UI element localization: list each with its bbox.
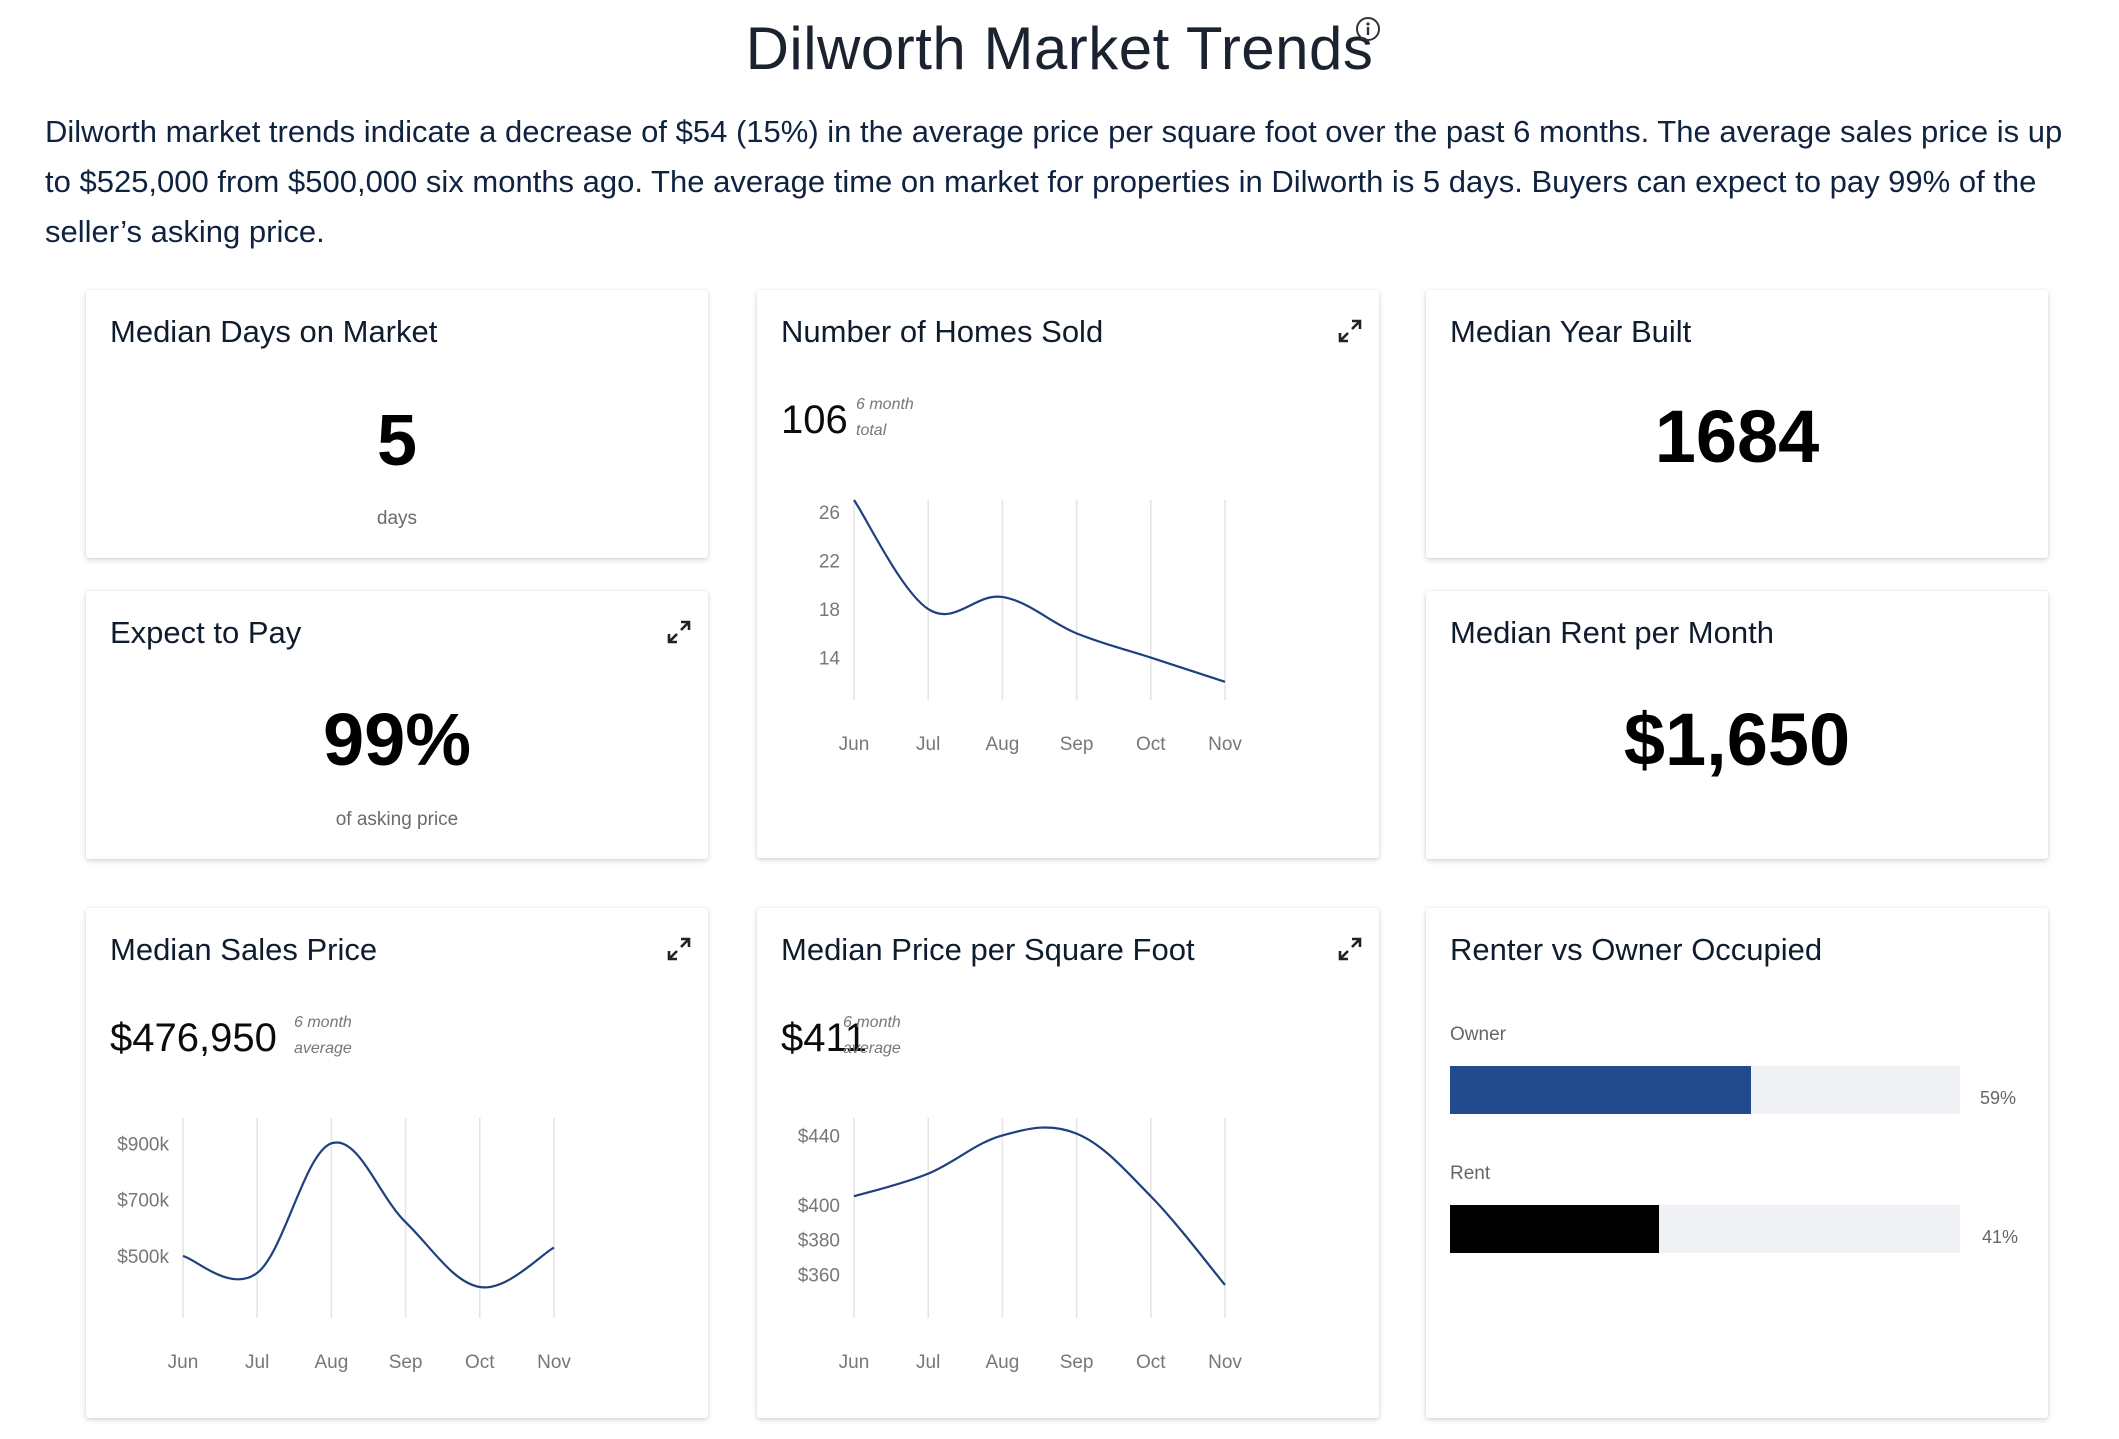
price-per-sqft-chart: Jun Jul Aug Sep Oct Nov $360 $380 $400 $440 [798, 1118, 1242, 1373]
note-line: 6 month [856, 396, 914, 413]
note-line: average [294, 1040, 352, 1057]
sales-price-card: Median Sales Price $476,950 6 month aver… [86, 908, 708, 1418]
price-per-sqft-card: Median Price per Square Foot $411 6 mont… [757, 908, 1379, 1418]
owner-bar-track [1450, 1066, 1960, 1114]
rent-percent: 41% [1982, 1227, 2019, 1247]
owner-label: Owner [1450, 1024, 1506, 1045]
expand-arrows-icon[interactable] [1337, 318, 1363, 344]
y-tick-label: $440 [798, 1126, 840, 1147]
x-tick-label: Jul [916, 734, 940, 755]
owner-bar-fill [1450, 1066, 1751, 1114]
x-tick-label: Aug [985, 1352, 1019, 1373]
homes-sold-note: 6 month total [856, 392, 914, 444]
x-tick-label: Sep [1060, 1352, 1094, 1373]
x-tick-label: Jun [168, 1352, 199, 1373]
card-title: Median Days on Market [110, 314, 438, 349]
year-built-card: Median Year Built 1684 [1426, 290, 2048, 558]
y-tick-label: $700k [117, 1191, 169, 1212]
series-line [853, 1126, 1226, 1286]
x-tick-label: Jun [839, 1352, 870, 1373]
x-tick-label: Oct [1136, 1352, 1166, 1373]
y-tick-label: $360 [798, 1266, 840, 1287]
y-tick-label: $400 [798, 1196, 840, 1217]
renter-owner-card: Renter vs Owner Occupied Owner 59% Rent … [1426, 908, 2048, 1418]
card-title: Number of Homes Sold [781, 314, 1104, 349]
homes-sold-card: Number of Homes Sold 106 6 month total J… [757, 290, 1379, 858]
price-per-sqft-average: $411 [781, 1016, 868, 1060]
x-tick-label: Nov [1208, 734, 1242, 755]
x-tick-label: Aug [314, 1352, 348, 1373]
note-line: average [843, 1040, 901, 1057]
rent-bar-fill [1450, 1205, 1660, 1253]
card-title: Median Year Built [1450, 314, 1692, 349]
info-circle-icon[interactable] [1355, 16, 1381, 42]
expand-arrows-icon[interactable] [666, 619, 692, 645]
expand-arrows-icon[interactable] [1337, 936, 1363, 962]
x-tick-label: Jul [245, 1352, 269, 1373]
card-title: Median Rent per Month [1450, 615, 1774, 650]
rent-bar-track [1450, 1205, 1960, 1253]
median-rent-card: Median Rent per Month $1,650 [1426, 591, 2048, 859]
note-line: 6 month [843, 1014, 901, 1031]
rent-label: Rent [1450, 1163, 1491, 1184]
x-tick-label: Sep [1060, 734, 1094, 755]
x-tick-label: Aug [985, 734, 1019, 755]
expect-to-pay-unit: of asking price [335, 809, 459, 830]
series-line [182, 1141, 555, 1289]
expand-arrows-icon[interactable] [666, 936, 692, 962]
series-line [853, 499, 1226, 683]
owner-percent: 59% [1980, 1088, 2017, 1108]
y-tick-label: $900k [117, 1134, 169, 1155]
y-tick-label: 18 [819, 600, 840, 621]
x-tick-label: Nov [537, 1352, 571, 1373]
x-tick-label: Oct [465, 1352, 495, 1373]
y-tick-label: 22 [819, 552, 840, 573]
expect-to-pay-value: 99% [322, 698, 472, 781]
card-title: Renter vs Owner Occupied [1450, 932, 1823, 967]
card-title: Median Price per Square Foot [781, 932, 1195, 967]
note-line: 6 month [294, 1014, 352, 1031]
x-tick-label: Jun [839, 734, 870, 755]
page-title: Dilworth Market Trends [745, 15, 1374, 82]
days-on-market-value: 5 [376, 401, 418, 481]
intro-paragraph: Dilworth market trends indicate a decrea… [45, 114, 2063, 249]
median-rent-value: $1,650 [1623, 698, 1851, 781]
x-tick-label: Sep [389, 1352, 423, 1373]
x-tick-label: Oct [1136, 734, 1166, 755]
x-tick-label: Nov [1208, 1352, 1242, 1373]
y-tick-label: $500k [117, 1247, 169, 1268]
y-tick-label: 26 [819, 503, 840, 524]
sales-price-average: $476,950 [110, 1016, 277, 1060]
sales-price-note: 6 month average [294, 1010, 352, 1062]
sales-price-chart: Jun Jul Aug Sep Oct Nov $500k $700k $900k [117, 1118, 571, 1373]
card-title: Expect to Pay [110, 615, 302, 650]
homes-sold-total: 106 [781, 398, 848, 442]
y-tick-label: 14 [819, 649, 841, 670]
card-title: Median Sales Price [110, 932, 378, 967]
y-tick-label: $380 [798, 1231, 840, 1252]
homes-sold-chart: Jun Jul Aug Sep Oct Nov 14 18 22 26 [819, 499, 1242, 755]
year-built-value: 1684 [1654, 395, 1820, 478]
x-tick-label: Jul [916, 1352, 940, 1373]
days-on-market-unit: days [376, 508, 418, 529]
days-on-market-card: Median Days on Market 5 days [86, 290, 708, 558]
price-per-sqft-note: 6 month average [843, 1010, 901, 1062]
expect-to-pay-card: Expect to Pay 99% of asking price [86, 591, 708, 859]
note-line: total [856, 422, 887, 439]
